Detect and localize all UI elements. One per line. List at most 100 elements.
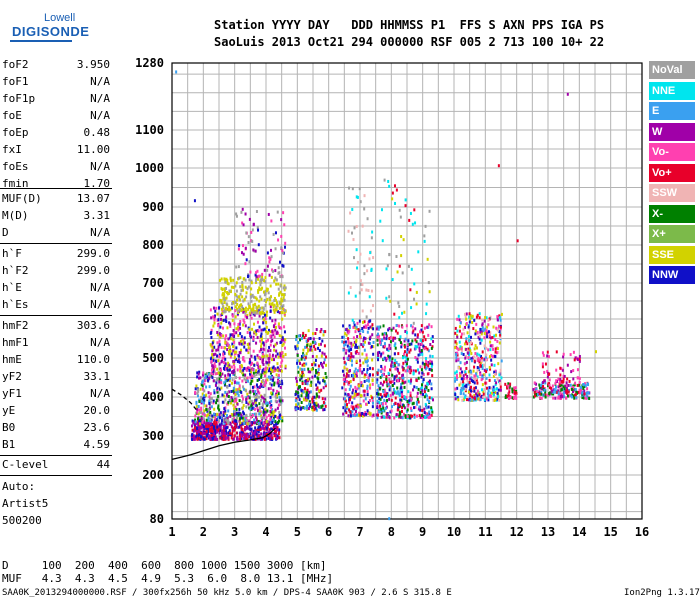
echo-point (499, 335, 502, 339)
echo-point (566, 363, 569, 367)
echo-point (203, 398, 206, 402)
echo-point (272, 232, 275, 236)
param-name: h`Es (2, 298, 29, 311)
echo-point (266, 419, 269, 423)
echo-point (350, 405, 353, 409)
echo-point (474, 332, 477, 336)
echo-point (420, 386, 423, 390)
echo-point (233, 369, 236, 373)
echo-point (245, 291, 248, 295)
echo-point (480, 327, 483, 331)
echo-point (582, 383, 585, 387)
echo-point (266, 287, 269, 291)
echo-point (299, 378, 302, 382)
echo-point (473, 374, 476, 378)
echo-point (567, 383, 570, 387)
echo-point (240, 431, 243, 435)
echo-point (387, 394, 390, 398)
echo-point (251, 402, 254, 406)
echo-point (259, 437, 262, 441)
echo-point (272, 365, 275, 369)
echo-point (399, 215, 402, 219)
echo-point (246, 330, 249, 334)
echo-point (366, 384, 369, 388)
echo-point (212, 412, 215, 416)
param-row: hmF1 N/A (2, 334, 110, 351)
echo-point (416, 333, 419, 337)
ionogram-plot: 1 2 3 4 5 6 7 8 9 10 11 12 13 14 15 1680200300400500600… (135, 56, 649, 539)
echo-point (250, 379, 253, 383)
echo-point (256, 354, 259, 358)
echo-point (210, 433, 213, 437)
echo-point (273, 410, 276, 414)
echo-point (430, 387, 433, 391)
echo-point (315, 371, 318, 375)
echo-point (550, 386, 553, 390)
param-row: yE 20.0 (2, 402, 110, 419)
echo-point (318, 349, 321, 353)
legend-item: W (649, 122, 695, 141)
echo-point (401, 381, 404, 385)
echo-point (256, 306, 259, 310)
echo-point (211, 368, 214, 372)
echo-point (351, 207, 354, 211)
echo-point (476, 330, 479, 334)
echo-point (485, 316, 488, 320)
echo-point (455, 359, 458, 363)
echo-point (342, 356, 345, 360)
echo-point (274, 367, 277, 371)
y-tick-label: 200 (142, 468, 164, 482)
echo-point (395, 361, 398, 365)
echo-point (200, 409, 203, 413)
echo-point (198, 370, 201, 374)
echo-point (308, 377, 311, 381)
echo-point (397, 352, 400, 356)
echo-point (349, 410, 352, 414)
echo-point (563, 387, 566, 391)
echo-point (484, 327, 487, 331)
echo-point (349, 379, 352, 383)
echo-point (363, 194, 366, 198)
echo-point (462, 352, 465, 356)
echo-point (271, 269, 274, 273)
echo-point (343, 382, 346, 386)
echo-point (215, 401, 218, 405)
echo-point (362, 330, 365, 334)
echo-point (235, 375, 238, 379)
legend-item: SSE (649, 245, 695, 264)
echo-point (244, 246, 247, 250)
echo-point (208, 385, 211, 389)
echo-point (303, 362, 306, 366)
echo-point (259, 428, 262, 432)
echo-point (406, 351, 409, 355)
echo-point (422, 415, 425, 419)
echo-point (348, 380, 351, 384)
echo-point (455, 352, 458, 356)
echo-point (456, 353, 459, 357)
echo-point (260, 280, 263, 284)
echo-point (266, 409, 269, 413)
echo-point (345, 333, 348, 337)
echo-point (583, 389, 586, 393)
echo-point (266, 354, 269, 358)
echo-point (254, 357, 257, 361)
echo-point (235, 214, 238, 218)
echo-point (230, 285, 233, 289)
echo-point (262, 379, 265, 383)
echo-point (231, 342, 234, 346)
echo-point (269, 413, 272, 417)
echo-point (465, 312, 468, 316)
echo-point (366, 364, 369, 368)
echo-point (423, 407, 426, 411)
echo-point (198, 433, 201, 437)
echo-point (270, 406, 273, 410)
y-tick-label: 500 (142, 351, 164, 365)
echo-point (395, 324, 398, 328)
echo-point (483, 388, 486, 392)
echo-point (224, 309, 227, 313)
echo-point (261, 437, 264, 441)
echo-point (248, 366, 251, 370)
legend-item: NNE (649, 81, 695, 100)
echo-point (248, 400, 251, 404)
echo-point (566, 394, 569, 398)
